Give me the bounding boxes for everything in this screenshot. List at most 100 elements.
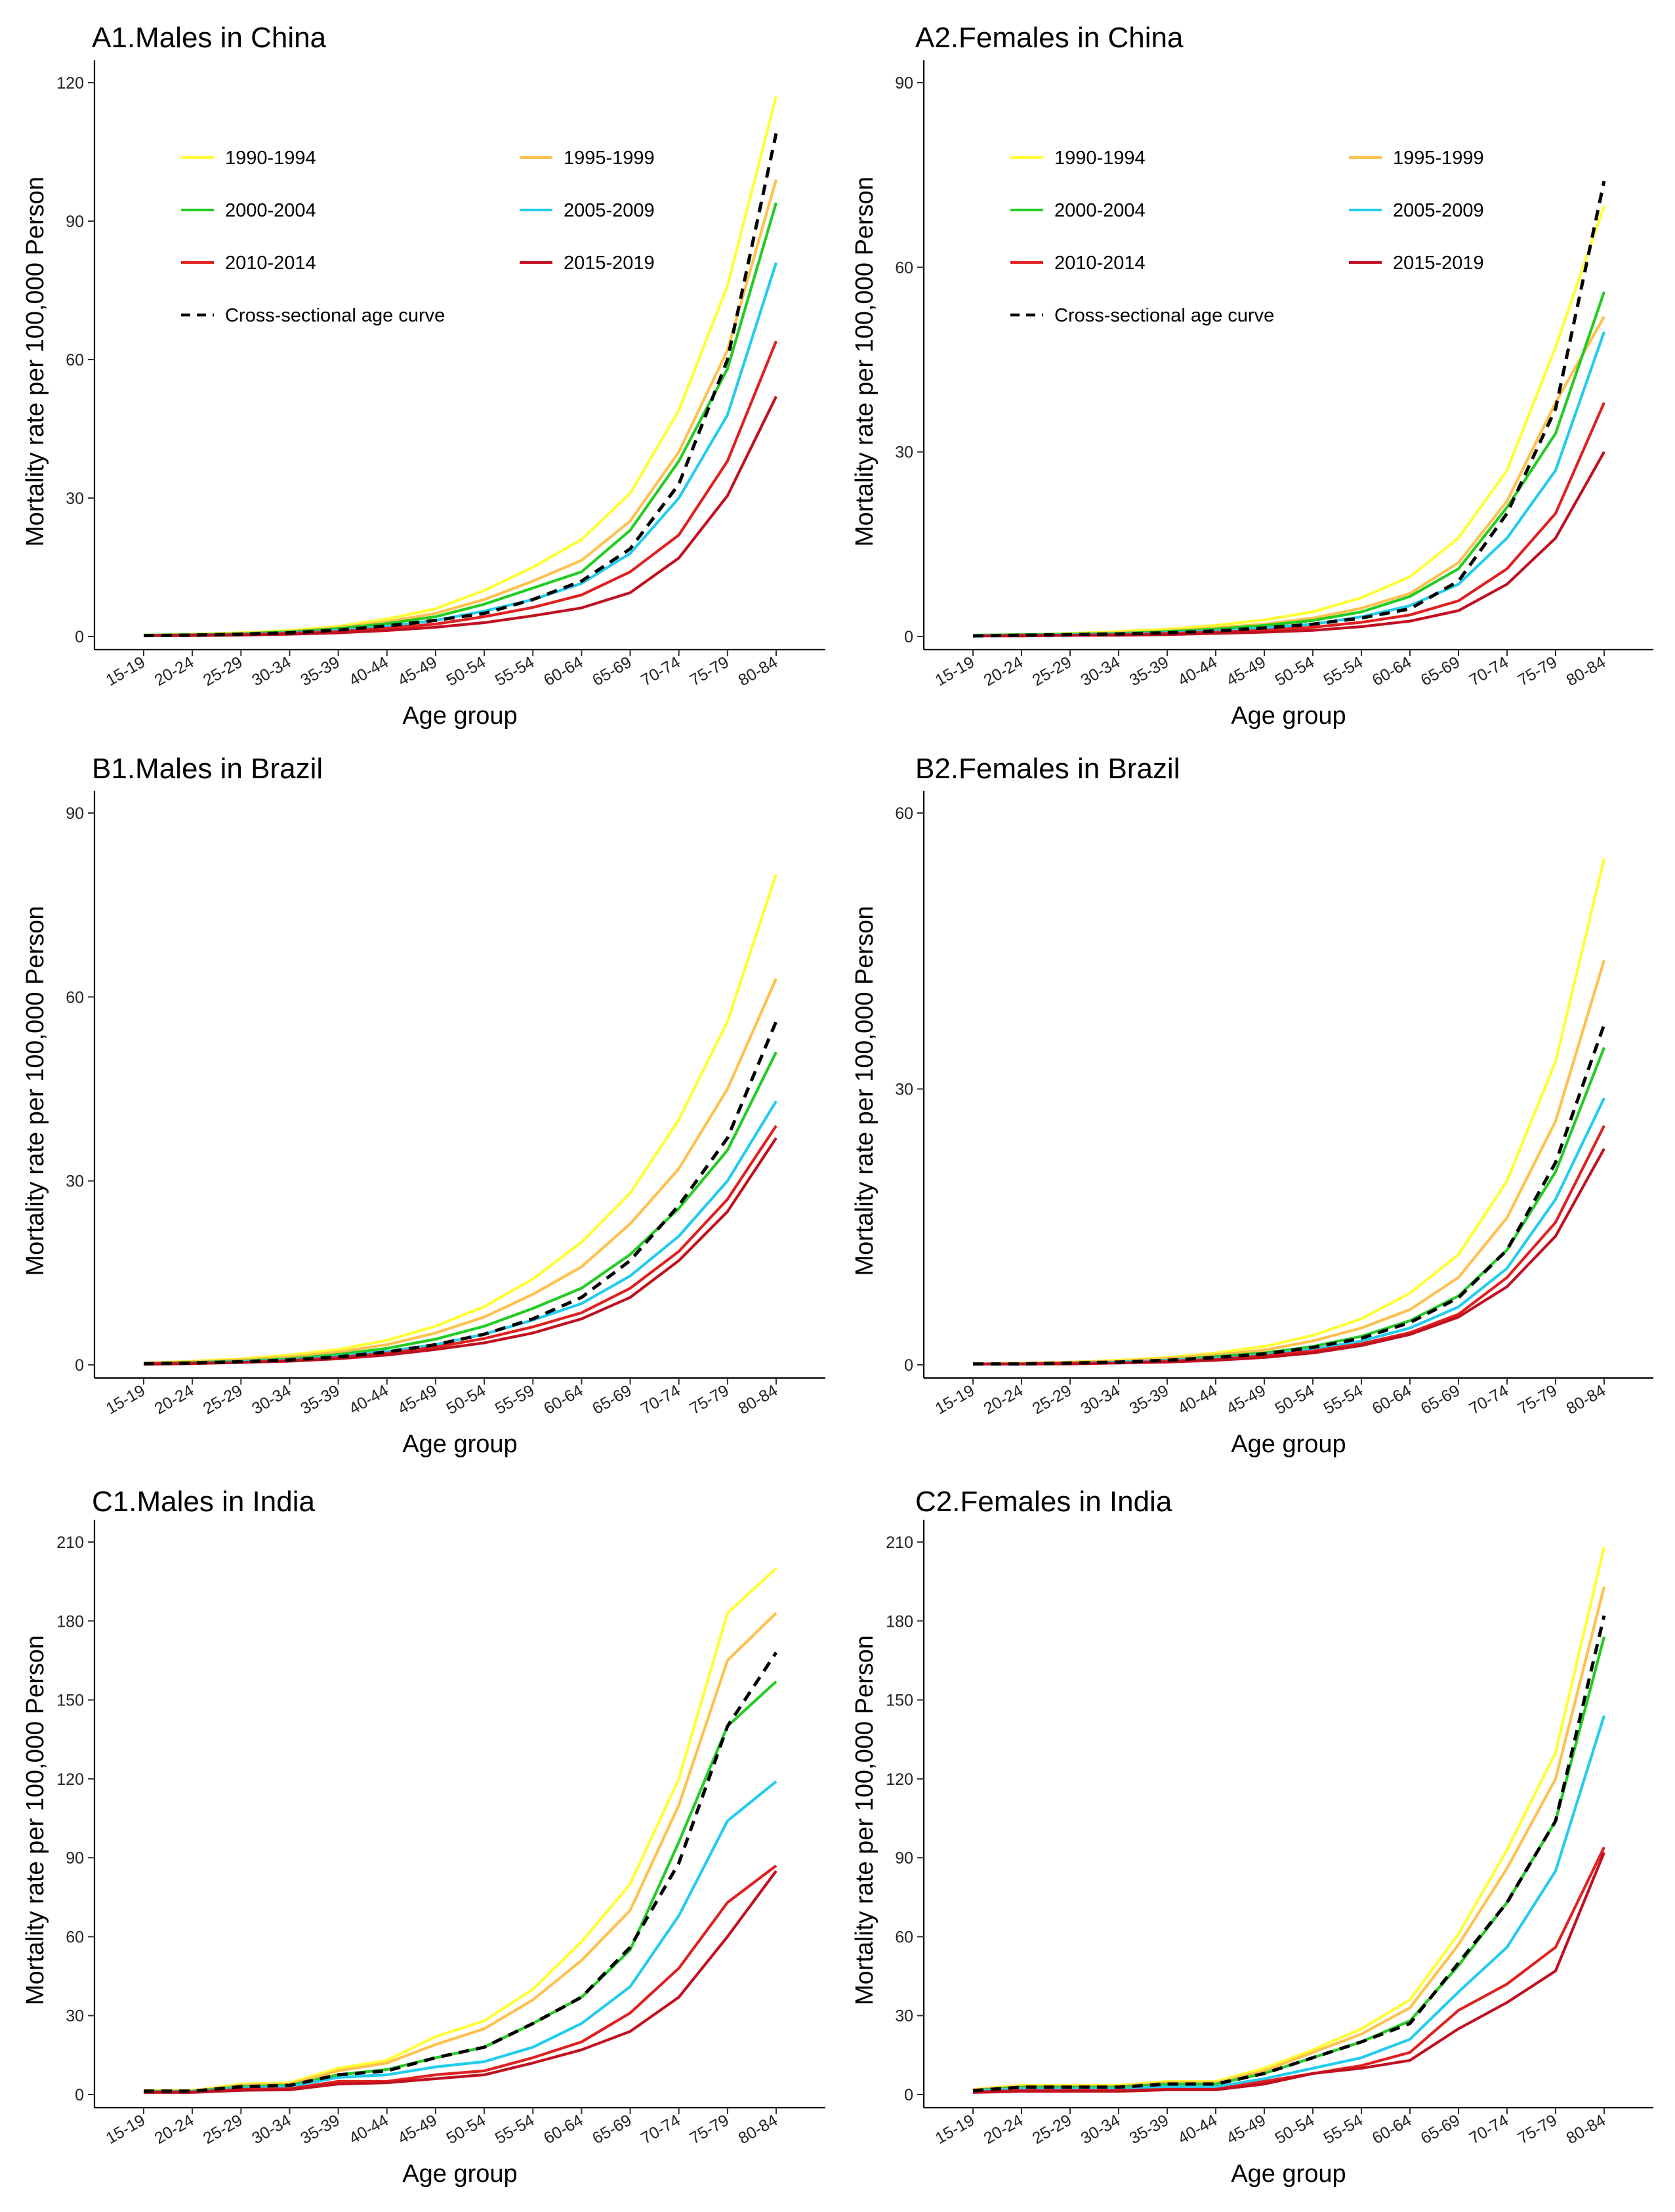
series-line-2010-2014 xyxy=(144,1864,777,2094)
x-axis-label: Age group xyxy=(402,702,517,730)
legend-label: 1995-1999 xyxy=(1393,148,1484,169)
series-line-1995-1999 xyxy=(143,978,777,1365)
legend-label: 2015-2019 xyxy=(564,253,655,274)
series-line-2015-2019 xyxy=(973,1148,1605,1366)
series-line-cross-sectional-age-curve xyxy=(143,133,778,638)
x-tick-label: 15-19 xyxy=(103,653,148,690)
series-line-1995-1999 xyxy=(972,316,1605,637)
series-line-2015-2019 xyxy=(972,1852,1605,2094)
x-axis-label: Age group xyxy=(402,1430,517,1458)
x-tick-label: 55-54 xyxy=(1321,1381,1366,1418)
y-axis-label: Mortality rate per 100,000 Person xyxy=(851,1635,879,2005)
y-axis-label: Mortality rate per 100,000 Person xyxy=(22,1635,49,2005)
y-tick-label: 60 xyxy=(66,1928,84,1946)
x-tick-label: 25-29 xyxy=(200,1381,245,1418)
y-tick-label: 90 xyxy=(66,213,84,231)
x-tick-label: 50-54 xyxy=(1272,1381,1317,1418)
series-line-cross-sectional-age-curve xyxy=(972,1615,1606,2093)
x-tick-label: 80-84 xyxy=(735,653,781,690)
x-axis-label: Age group xyxy=(1231,1430,1346,1458)
x-axis-label: Age group xyxy=(1231,2160,1346,2188)
legend-label: 2005-2009 xyxy=(1393,200,1484,221)
series-line-2015-2019 xyxy=(144,1869,777,2094)
x-tick-label: 15-19 xyxy=(932,653,978,690)
x-tick-label: 25-29 xyxy=(1029,2111,1075,2148)
y-tick-label: 150 xyxy=(886,1692,913,1710)
y-tick-label: 0 xyxy=(75,1356,84,1375)
y-tick-label: 30 xyxy=(66,490,84,508)
x-tick-label: 55-54 xyxy=(492,653,537,690)
x-tick-label: 50-54 xyxy=(444,2111,489,2148)
y-axis-label: Mortality rate per 100,000 Person xyxy=(851,906,879,1276)
x-tick-label: 30-34 xyxy=(249,653,294,690)
x-tick-label: 80-84 xyxy=(1563,2111,1609,2148)
y-tick-label: 120 xyxy=(886,1770,913,1789)
x-tick-label: 35-39 xyxy=(297,2111,342,2148)
series-line-2010-2014 xyxy=(143,341,777,637)
panel-title: B1.Males in Brazil xyxy=(92,753,323,785)
x-tick-label: 15-19 xyxy=(932,2111,978,2148)
x-tick-label: 45-49 xyxy=(1224,1381,1269,1418)
y-tick-label: 30 xyxy=(895,1081,913,1099)
x-tick-label: 40-44 xyxy=(346,1381,391,1418)
x-tick-label: 25-29 xyxy=(1029,653,1075,690)
x-tick-label: 40-44 xyxy=(346,653,391,690)
y-tick-label: 210 xyxy=(56,1534,84,1552)
x-tick-label: 60-64 xyxy=(541,2111,586,2148)
x-tick-label: 20-24 xyxy=(152,1381,197,1418)
x-tick-label: 65-69 xyxy=(589,2111,634,2148)
x-tick-label: 70-74 xyxy=(638,2111,683,2148)
chart-panel-3: B1.Males in Brazil 0 30 60 90 15-19 20-24 25-29… xyxy=(22,753,825,1458)
series-line-1995-1999 xyxy=(144,1612,777,2093)
x-tick-label: 65-69 xyxy=(1418,653,1463,690)
x-tick-label: 55-59 xyxy=(492,1381,537,1418)
x-tick-label: 35-39 xyxy=(1127,653,1172,690)
x-tick-label: 45-49 xyxy=(395,2111,440,2148)
series-line-1995-1999 xyxy=(972,959,1606,1366)
x-tick-label: 50-54 xyxy=(1272,2111,1317,2148)
x-tick-label: 15-19 xyxy=(103,2111,148,2148)
x-tick-label: 40-44 xyxy=(1175,1381,1220,1418)
series-line-2015-2019 xyxy=(973,451,1605,638)
y-tick-label: 30 xyxy=(895,444,913,462)
y-axis-label: Mortality rate per 100,000 Person xyxy=(22,177,49,547)
x-tick-label: 70-74 xyxy=(638,653,683,690)
x-tick-label: 20-24 xyxy=(981,2111,1026,2148)
x-tick-label: 20-24 xyxy=(981,1381,1026,1418)
y-tick-label: 0 xyxy=(75,628,84,646)
series-line-2015-2019 xyxy=(143,1137,777,1366)
panel-title: A2.Females in China xyxy=(915,22,1184,54)
y-tick-label: 60 xyxy=(895,804,913,823)
x-tick-label: 30-34 xyxy=(249,2111,294,2148)
series-line-2000-2004 xyxy=(973,1047,1605,1366)
series-line-cross-sectional-age-curve xyxy=(144,1652,778,2093)
x-tick-label: 40-44 xyxy=(346,2111,391,2148)
legend-label: 2010-2014 xyxy=(1054,253,1146,274)
y-tick-label: 90 xyxy=(895,1849,913,1868)
x-tick-label: 70-74 xyxy=(1466,1381,1512,1418)
x-tick-label: 30-34 xyxy=(1078,653,1123,690)
legend: 1990-1994 1995-1999 2000-2004 2005-2009 2010… xyxy=(1010,148,1484,326)
x-tick-label: 60-64 xyxy=(1369,653,1415,690)
x-tick-label: 55-54 xyxy=(1321,2111,1366,2148)
legend-label: Cross-sectional age curve xyxy=(225,305,445,326)
x-tick-label: 55-54 xyxy=(1321,653,1366,690)
x-tick-label: 60-64 xyxy=(1369,1381,1415,1418)
x-tick-label: 45-49 xyxy=(1224,2111,1269,2148)
y-tick-label: 210 xyxy=(886,1534,913,1552)
x-tick-label: 70-74 xyxy=(1466,653,1512,690)
chart-panel-5: C1.Males in India 0 30 60 90 120 150 180 210 15-1… xyxy=(22,1486,825,2188)
x-tick-label: 80-84 xyxy=(1563,653,1609,690)
y-tick-label: 90 xyxy=(66,1849,84,1868)
series-line-1990-1994 xyxy=(972,858,1606,1366)
x-tick-label: 70-74 xyxy=(1466,2111,1512,2148)
series-line-2015-2019 xyxy=(144,396,777,637)
legend-label: 2010-2014 xyxy=(225,253,316,274)
x-tick-label: 20-24 xyxy=(981,653,1026,690)
legend: 1990-1994 1995-1999 2000-2004 2005-2009 2010… xyxy=(181,148,655,326)
y-tick-label: 0 xyxy=(904,2086,913,2104)
legend-label: 2000-2004 xyxy=(225,200,316,221)
series-line-2005-2009 xyxy=(144,1780,777,2093)
series-line-2005-2009 xyxy=(972,1715,1606,2093)
